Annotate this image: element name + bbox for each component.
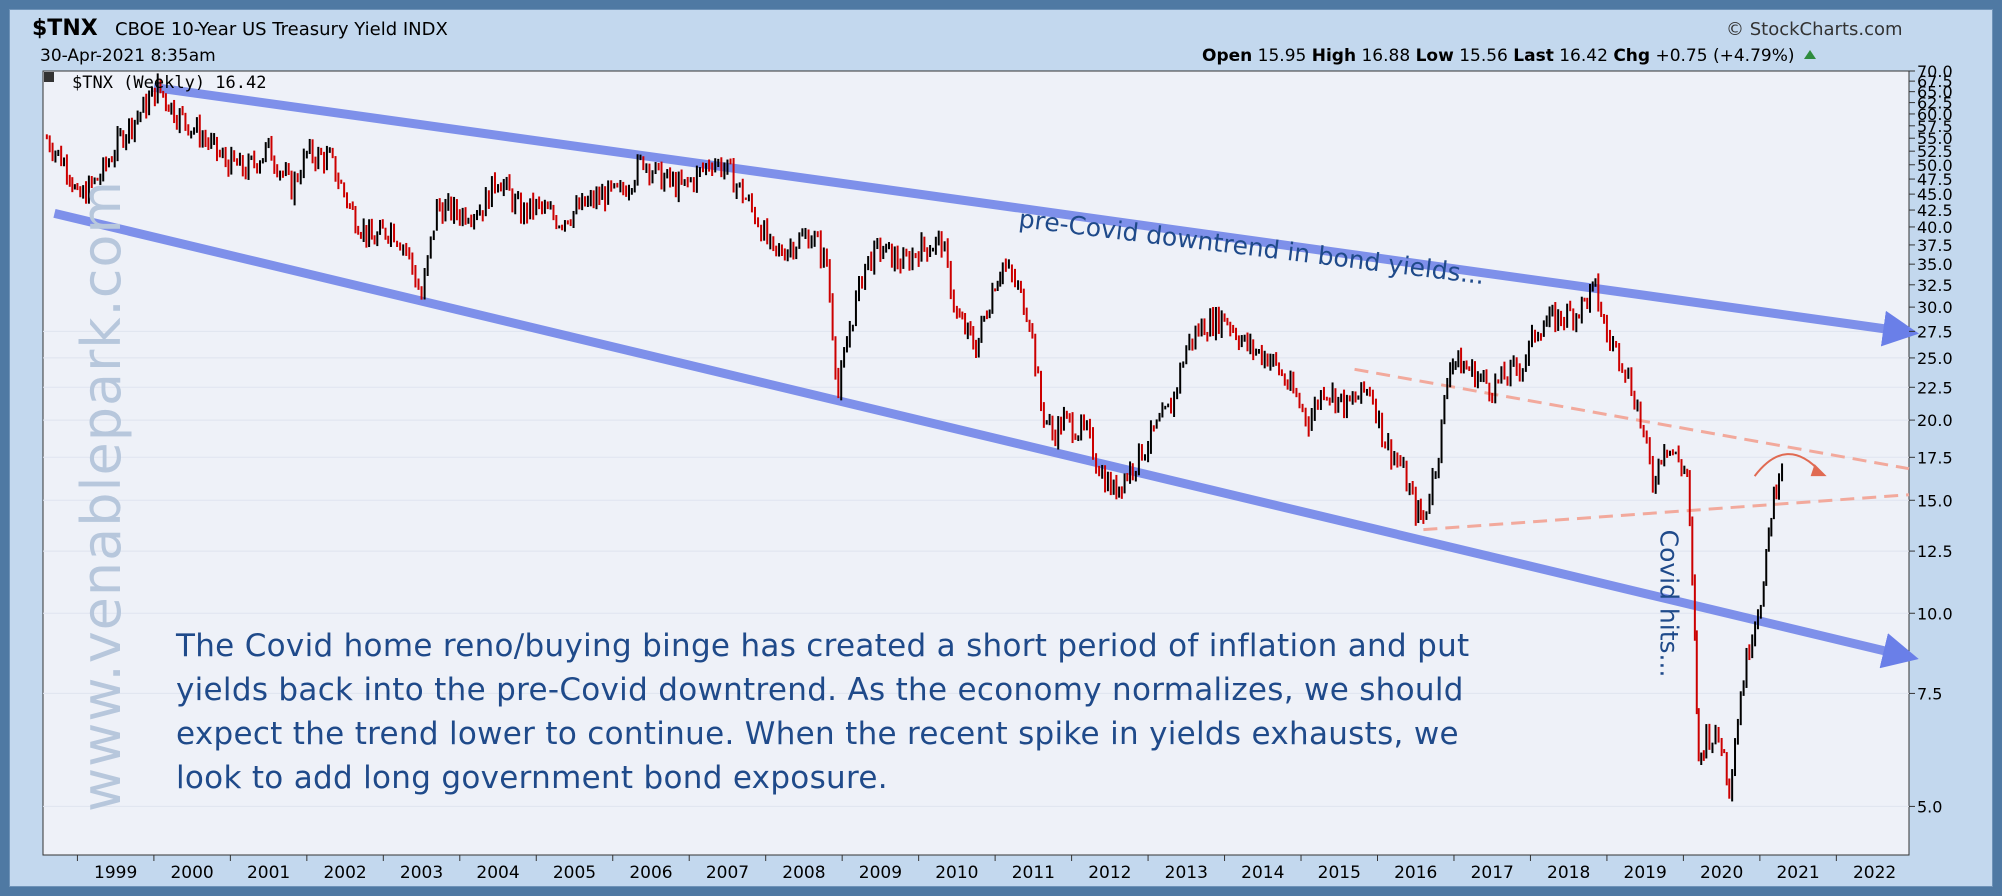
x-tick-label: 2019 bbox=[1624, 863, 1667, 883]
y-tick-label: 35.0 bbox=[1917, 255, 1953, 274]
trendline-triangle-bottom bbox=[1423, 493, 1910, 532]
y-tick-label: 62.5 bbox=[1917, 94, 1953, 113]
y-tick-label: 50.0 bbox=[1917, 156, 1953, 175]
annotation-covid: Covid hits... bbox=[1654, 530, 1683, 678]
y-tick-label: 25.0 bbox=[1917, 349, 1953, 368]
x-tick-label: 2015 bbox=[1318, 863, 1361, 883]
ticker-name: CBOE 10-Year US Treasury Yield INDX bbox=[115, 19, 448, 40]
y-tick-label: 10.0 bbox=[1917, 604, 1953, 623]
y-tick-label: 12.5 bbox=[1917, 542, 1953, 561]
x-tick-label: 1999 bbox=[94, 863, 137, 883]
high-value: 16.88 bbox=[1361, 46, 1411, 66]
commentary-line: yields back into the pre-Covid downtrend… bbox=[176, 672, 1464, 708]
y-tick-label: 57.5 bbox=[1917, 117, 1953, 136]
y-tick-label: 65.0 bbox=[1917, 83, 1953, 102]
curved-arrowhead-icon bbox=[1810, 464, 1827, 477]
up-arrow-icon bbox=[1803, 50, 1816, 59]
chg-label: Chg bbox=[1613, 46, 1651, 66]
y-tick-label: 40.0 bbox=[1917, 218, 1953, 237]
y-tick-label: 67.5 bbox=[1917, 72, 1953, 91]
y-tick-label: 55.0 bbox=[1917, 129, 1953, 148]
x-tick-label: 2003 bbox=[400, 863, 443, 883]
y-axis: 5.0 7.5 10.0 12.5 15.0 17.5 20.0 22.5 25.0 27.5 30… bbox=[1909, 62, 1953, 816]
x-tick-label: 2018 bbox=[1547, 863, 1590, 883]
high-label: High bbox=[1311, 46, 1357, 66]
copyright-label: © StockCharts.com bbox=[1726, 19, 1903, 40]
x-tick-label: 2008 bbox=[782, 863, 825, 883]
y-tick-label: 70.0 bbox=[1917, 62, 1953, 81]
x-tick-label: 2020 bbox=[1700, 863, 1743, 883]
x-tick-label: 2001 bbox=[247, 863, 290, 883]
x-tick-label: 2012 bbox=[1088, 863, 1131, 883]
commentary-line: expect the trend lower to continue. When… bbox=[176, 716, 1459, 752]
commentary-text: The Covid home reno/buying binge has cre… bbox=[176, 624, 1676, 800]
x-tick-label: 2017 bbox=[1471, 863, 1514, 883]
x-tick-label: 2006 bbox=[629, 863, 672, 883]
trendline-lower bbox=[53, 208, 1919, 669]
grid-lines bbox=[43, 330, 1909, 807]
x-tick-label: 2022 bbox=[1853, 863, 1896, 883]
x-tick-label: 2013 bbox=[1165, 863, 1208, 883]
x-tick-label: 2014 bbox=[1241, 863, 1284, 883]
y-tick-label: 7.5 bbox=[1917, 684, 1942, 703]
y-tick-label: 47.5 bbox=[1917, 170, 1953, 189]
y-tick-label: 5.0 bbox=[1917, 797, 1942, 816]
open-value: 15.95 bbox=[1257, 46, 1307, 66]
trendline-upper bbox=[153, 82, 1920, 347]
y-tick-label: 37.5 bbox=[1917, 236, 1953, 255]
curved-arrow-icon bbox=[1753, 453, 1822, 477]
y-tick-label: 32.5 bbox=[1917, 276, 1953, 295]
price-series bbox=[45, 73, 1784, 802]
x-tick-label: 2005 bbox=[553, 863, 596, 883]
legend: $TNX (Weekly) 16.42 bbox=[44, 72, 266, 93]
watermark: www.venablepark.com bbox=[70, 179, 133, 812]
y-tick-label: 22.5 bbox=[1917, 378, 1953, 397]
x-tick-label: 2009 bbox=[859, 863, 902, 883]
y-tick-label: 20.0 bbox=[1917, 411, 1953, 430]
low-label: Low bbox=[1415, 46, 1454, 66]
x-axis: 1999 2000 2001 2002 2003 2004 2005 2006 2007 2008… bbox=[76, 855, 1896, 883]
x-tick-label: 2000 bbox=[170, 863, 213, 883]
ticker-symbol: $TNX bbox=[32, 16, 98, 41]
y-tick-label: 15.0 bbox=[1917, 491, 1953, 510]
y-tick-label: 30.0 bbox=[1917, 298, 1953, 317]
x-tick-label: 2021 bbox=[1776, 863, 1819, 883]
x-tick-label: 2010 bbox=[935, 863, 978, 883]
low-value: 15.56 bbox=[1459, 46, 1508, 66]
open-label: Open bbox=[1202, 46, 1253, 66]
commentary-line: The Covid home reno/buying binge has cre… bbox=[176, 628, 1470, 664]
x-tick-label: 2011 bbox=[1012, 863, 1055, 883]
y-tick-label: 60.0 bbox=[1917, 105, 1953, 124]
x-tick-label: 2007 bbox=[706, 863, 749, 883]
y-tick-label: 42.5 bbox=[1917, 201, 1953, 220]
y-tick-label: 52.5 bbox=[1917, 142, 1953, 161]
x-tick-label: 2016 bbox=[1394, 863, 1437, 883]
legend-swatch-icon bbox=[44, 72, 54, 82]
legend-label: $TNX (Weekly) 16.42 bbox=[72, 73, 266, 93]
last-label: Last bbox=[1513, 46, 1554, 66]
chg-value: +0.75 (+4.79%) bbox=[1655, 46, 1795, 66]
quote-date: 30-Apr-2021 8:35am bbox=[40, 46, 216, 66]
x-tick-label: 2002 bbox=[323, 863, 366, 883]
x-tick-label: 2004 bbox=[476, 863, 519, 883]
commentary-line: look to add long government bond exposur… bbox=[176, 760, 888, 796]
y-tick-label: 45.0 bbox=[1917, 185, 1953, 204]
quote-summary: Open 15.95 High 16.88 Low 15.56 Last 16.… bbox=[1202, 46, 1816, 66]
y-tick-label: 17.5 bbox=[1917, 448, 1953, 467]
last-value: 16.42 bbox=[1559, 46, 1608, 66]
y-tick-label: 27.5 bbox=[1917, 322, 1953, 341]
